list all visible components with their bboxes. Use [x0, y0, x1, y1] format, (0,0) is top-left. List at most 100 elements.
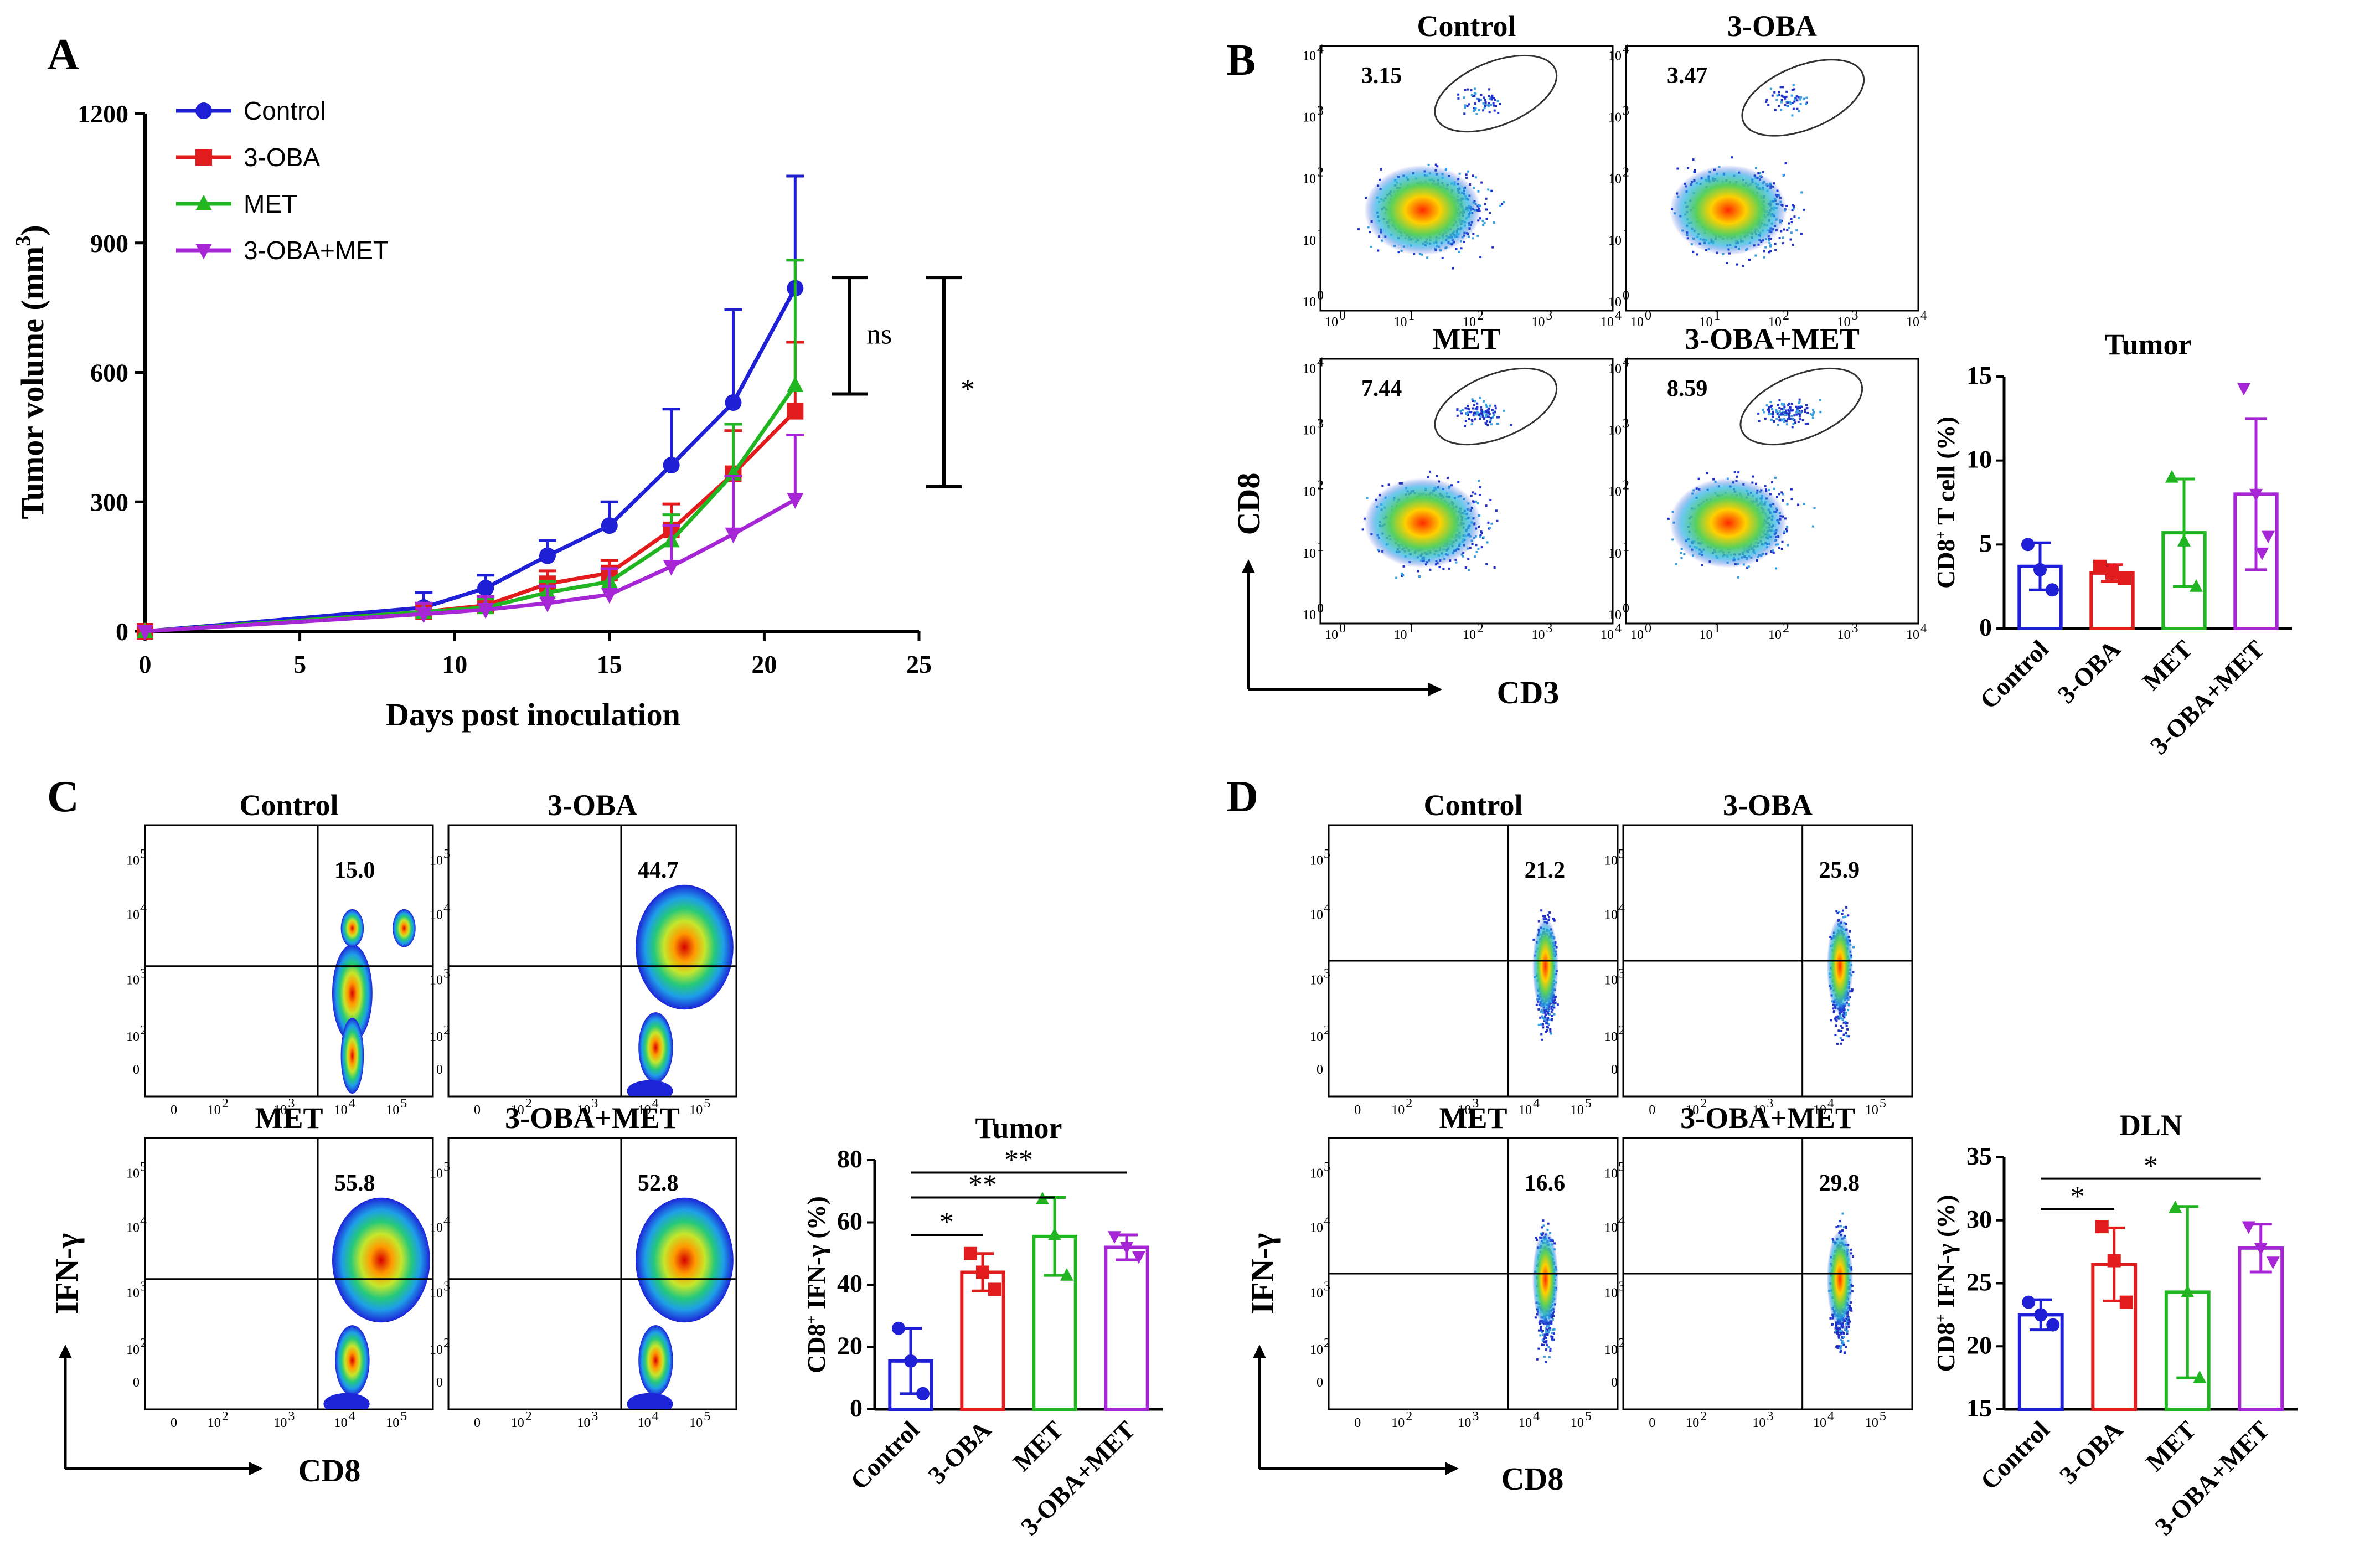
flow-dot	[1487, 521, 1490, 524]
flow-dot	[1798, 401, 1801, 404]
flow-dot	[1546, 1029, 1548, 1032]
a-point	[415, 607, 432, 624]
flow-dot	[1486, 413, 1489, 415]
flow-dot	[1551, 1015, 1553, 1018]
flow-dot	[1483, 96, 1485, 99]
flow-dot	[1805, 101, 1808, 104]
flow-dot	[1799, 407, 1801, 410]
flow-dot	[1786, 503, 1789, 506]
flow-y-tick: 10	[1608, 608, 1622, 622]
flow-dot	[1460, 247, 1463, 250]
flow-dot	[1480, 411, 1483, 414]
flow-dot	[1429, 568, 1432, 571]
a-x-tick-label: 20	[751, 650, 777, 678]
flow-dot	[1771, 94, 1774, 97]
flow-x-tick: 10	[1837, 315, 1851, 329]
flow-dot	[1778, 410, 1781, 413]
flow-dot	[1771, 481, 1774, 483]
flow-dot	[1472, 233, 1475, 235]
flow-y-tick: 10	[1303, 234, 1316, 248]
flow-dot	[1794, 97, 1797, 100]
flow-dot	[1484, 105, 1486, 107]
flow-dot	[1788, 414, 1790, 417]
flow-dot	[1464, 89, 1467, 91]
flow-dot	[1782, 86, 1784, 89]
flow-dot	[1464, 104, 1467, 107]
flow-title: MET	[1432, 322, 1500, 356]
flow-x-tick-exp: 5	[704, 1409, 710, 1424]
flow-x-tick: 10	[273, 1416, 287, 1430]
flow-dot	[1493, 109, 1496, 112]
flow-dot	[1546, 1019, 1549, 1022]
flow-dot	[1472, 237, 1474, 240]
flow-dot	[1491, 409, 1494, 411]
a-x-tick-label: 25	[906, 650, 932, 678]
flow-dot	[1840, 1042, 1842, 1045]
flow-dot	[1803, 503, 1805, 506]
flow-dot	[1794, 421, 1796, 424]
flow-dot	[1765, 99, 1768, 101]
flow-y-tick: 10	[1303, 485, 1316, 499]
flow-dot	[1465, 173, 1468, 176]
flow-dot	[1852, 971, 1855, 973]
flow-dot	[1793, 88, 1796, 91]
flow-dot	[1733, 471, 1736, 473]
flow-dot	[1778, 547, 1781, 549]
flow-dot	[1397, 251, 1400, 254]
flow-dot	[1550, 1011, 1553, 1013]
flow-dot	[1675, 563, 1677, 565]
flow-dot	[1813, 507, 1816, 510]
flow-dot	[1769, 244, 1772, 246]
flow-dot	[1783, 403, 1785, 406]
flow-dot	[1491, 416, 1494, 419]
flow-dot	[1474, 102, 1476, 105]
flow-percent: 55.8	[334, 1171, 375, 1196]
flow-dot	[1494, 411, 1496, 414]
flow-dot	[1485, 563, 1488, 565]
flow-dot	[1774, 243, 1777, 245]
flow-dots	[323, 1197, 430, 1409]
flow-dot	[1467, 411, 1469, 414]
flow-dot	[1819, 411, 1822, 414]
flow-x-tick: 10	[334, 1416, 348, 1430]
flow-y-tick-exp: 5	[140, 847, 147, 862]
flow-dot	[1799, 98, 1802, 101]
flow-dot	[1551, 1008, 1554, 1011]
flow-dot	[1477, 411, 1480, 414]
flow-dot	[1767, 104, 1770, 106]
flow-y-tick-exp: 3	[140, 1279, 147, 1294]
flow-dot	[1489, 97, 1491, 100]
flow-y-tick-exp: 0	[1317, 289, 1324, 303]
flow-x-tick: 10	[1394, 628, 1407, 642]
flow-dot	[1473, 411, 1476, 414]
flow-dot	[1474, 400, 1476, 403]
flow-x-tick-exp: 2	[525, 1409, 532, 1424]
flow-dot	[1418, 575, 1421, 578]
a-y-tick-label: 1200	[78, 100, 128, 128]
flow-dot	[1475, 113, 1478, 116]
flow-y-tick: 10	[430, 1343, 443, 1357]
flow-dots	[627, 884, 734, 1096]
flow-dot	[1780, 491, 1783, 494]
flow-dot	[1780, 94, 1783, 97]
a-point	[539, 547, 556, 564]
flow-y-tick: 10	[1303, 608, 1316, 622]
flow-contour	[393, 909, 416, 947]
flow-gate-ellipse	[1739, 367, 1863, 446]
flow-y-tick: 10	[1608, 485, 1622, 499]
flow-x-tick: 10	[1571, 1103, 1584, 1117]
flow-dot	[1782, 410, 1785, 413]
flow-dot	[1811, 414, 1814, 416]
flow-dot	[1775, 567, 1778, 570]
flow-dot	[1475, 407, 1478, 410]
flow-dot	[1791, 114, 1794, 117]
flow-dot	[1676, 167, 1679, 170]
flow-dot	[1473, 404, 1476, 406]
flow-dot	[1478, 480, 1480, 482]
flow-dot	[1793, 100, 1796, 103]
flow-dot	[1765, 100, 1768, 103]
flow-dot	[1784, 162, 1787, 164]
flow-dot	[1366, 497, 1369, 499]
flow-density-core	[1532, 917, 1558, 1016]
flow-dot	[1790, 403, 1793, 405]
